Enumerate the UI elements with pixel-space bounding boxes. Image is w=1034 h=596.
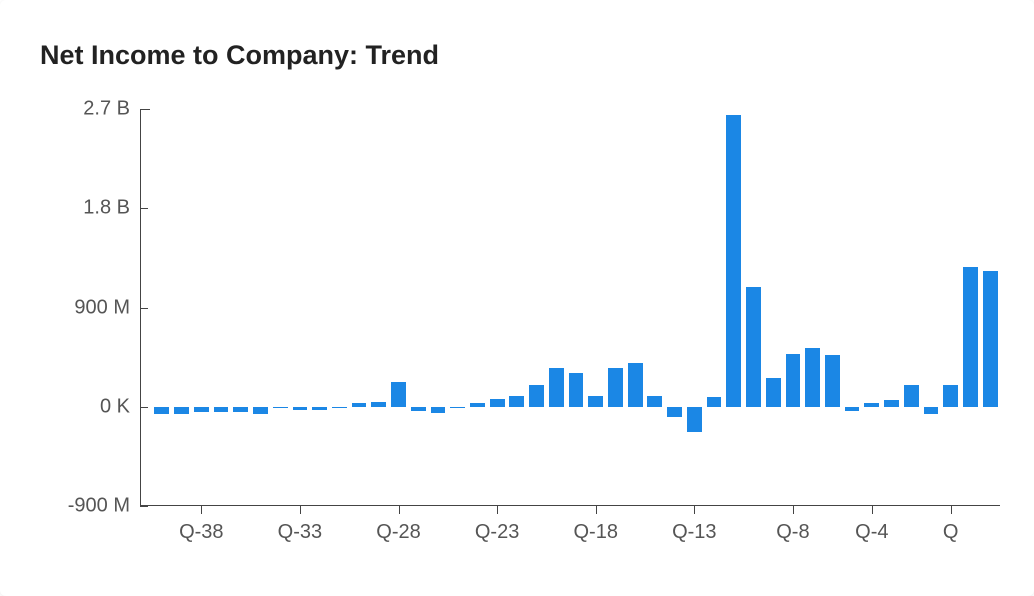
- bar: [726, 115, 741, 407]
- bar: [963, 267, 978, 407]
- bar: [864, 403, 879, 406]
- x-axis-label: Q: [943, 521, 959, 544]
- bar: [667, 407, 682, 417]
- x-axis-label: Q-33: [278, 521, 322, 544]
- y-axis-label: 1.8 B: [83, 197, 130, 220]
- bar: [529, 385, 544, 407]
- plot-area: [140, 91, 1000, 506]
- bar: [273, 407, 288, 409]
- bar: [628, 363, 643, 407]
- bar: [293, 407, 308, 410]
- bar: [647, 396, 662, 407]
- bar: [391, 382, 406, 406]
- y-axis-label: 0 K: [100, 395, 130, 418]
- x-axis-tick: [872, 506, 873, 514]
- bar: [214, 407, 229, 413]
- bar: [352, 403, 367, 406]
- x-axis: Q-38 Q-33 Q-28 Q-23 Q-18 Q-13 Q-8 Q-4 Q: [140, 506, 1000, 561]
- bar: [825, 355, 840, 407]
- y-axis: 2.7 B 1.8 B 900 M 0 K -900 M: [40, 91, 140, 561]
- bar: [253, 407, 268, 415]
- bar: [608, 368, 623, 407]
- x-axis-tick: [951, 506, 952, 514]
- bar: [174, 407, 189, 415]
- bar: [569, 373, 584, 407]
- bar: [884, 400, 899, 407]
- bar: [154, 407, 169, 415]
- chart-card: Net Income to Company: Trend 2.7 B 1.8 B 9…: [0, 0, 1034, 596]
- bar: [411, 407, 426, 411]
- bar: [490, 399, 505, 407]
- chart-area: 2.7 B 1.8 B 900 M 0 K -900 M Q-38 Q-33 Q-28 Q-2…: [40, 91, 1000, 561]
- x-axis-label: Q-18: [573, 521, 617, 544]
- bar: [943, 385, 958, 407]
- bar: [707, 397, 722, 407]
- x-axis-label: Q-4: [855, 521, 888, 544]
- x-axis-tick: [497, 506, 498, 514]
- x-axis-label: Q-23: [475, 521, 519, 544]
- bar: [431, 407, 446, 414]
- bar: [786, 354, 801, 407]
- bar: [470, 403, 485, 406]
- x-axis-tick: [694, 506, 695, 514]
- bar: [332, 407, 347, 409]
- x-axis-tick: [793, 506, 794, 514]
- y-axis-label: 900 M: [74, 296, 130, 319]
- x-axis-tick: [596, 506, 597, 514]
- x-axis-label: Q-38: [179, 521, 223, 544]
- y-axis-line: [140, 109, 141, 506]
- bar: [766, 378, 781, 407]
- x-axis-tick: [201, 506, 202, 514]
- bar: [845, 407, 860, 411]
- x-axis-label: Q-13: [672, 521, 716, 544]
- bar: [687, 407, 702, 432]
- bar: [509, 396, 524, 407]
- bar: [924, 407, 939, 415]
- x-axis-tick: [399, 506, 400, 514]
- bars-container: [152, 91, 1000, 506]
- x-axis-tick: [300, 506, 301, 514]
- chart-title: Net Income to Company: Trend: [40, 40, 1004, 71]
- bar: [233, 407, 248, 413]
- bar: [312, 407, 327, 410]
- x-axis-label: Q-28: [376, 521, 420, 544]
- bar: [805, 348, 820, 406]
- bar: [194, 407, 209, 413]
- y-axis-label: 2.7 B: [83, 98, 130, 121]
- bar: [588, 396, 603, 407]
- bar: [549, 368, 564, 407]
- y-axis-label: -900 M: [68, 495, 130, 518]
- bar: [983, 271, 998, 407]
- bar: [904, 385, 919, 407]
- x-axis-label: Q-8: [776, 521, 809, 544]
- bar: [746, 287, 761, 407]
- bar: [371, 402, 386, 406]
- bar: [450, 407, 465, 409]
